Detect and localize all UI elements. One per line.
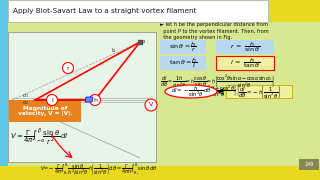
Text: $l\ =\ \dfrac{h}{\tan\theta}$: $l\ =\ \dfrac{h}{\tan\theta}$ [230, 56, 260, 70]
Text: point P to the vortex filament. Then, from: point P to the vortex filament. Then, fr… [160, 28, 268, 33]
Bar [160, 56, 206, 70]
Text: $\dfrac{dl}{d\theta} = \dfrac{1h}{\sin^2\!\theta} = h\dfrac{\cos\theta}{\sin\the: $\dfrac{dl}{d\theta} = \dfrac{1h}{\sin^2… [160, 73, 275, 90]
Text: $\left[V = -h\!\left[\dfrac{\sin^2\!\theta+\cos^2\!\theta}{\sin^2\!\theta}\right: $\left[V = -h\!\left[\dfrac{\sin^2\!\the… [178, 83, 239, 99]
Text: V: V [149, 102, 153, 107]
Circle shape [46, 94, 58, 105]
Text: $\alpha_1$: $\alpha_1$ [22, 92, 29, 100]
Polygon shape [85, 97, 93, 102]
Text: p: p [142, 39, 146, 44]
Circle shape [90, 94, 100, 105]
Text: the geometry shown in Fig.: the geometry shown in Fig. [160, 35, 232, 40]
Text: h: h [93, 98, 97, 102]
Text: $V = \dfrac{\Gamma}{4\pi}\!\int_{-\alpha}^{\beta}\!\dfrac{\sin\theta}{r^2}\,dl$: $V = \dfrac{\Gamma}{4\pi}\!\int_{-\alpha… [10, 126, 69, 147]
Text: Apply Biot-Savart Law to a straight vortex filament: Apply Biot-Savart Law to a straight vort… [13, 8, 196, 14]
Text: $dl = -\dfrac{h}{\sin^2\!\theta}\,d\theta$: $dl = -\dfrac{h}{\sin^2\!\theta}\,d\thet… [171, 84, 212, 99]
Bar [299, 159, 319, 170]
Bar [8, 0, 268, 22]
Text: $\sin\theta = \dfrac{h}{r}$: $\sin\theta = \dfrac{h}{r}$ [169, 40, 197, 54]
Bar [9, 100, 81, 122]
Bar [8, 32, 156, 162]
Bar [0, 0, 8, 180]
Bar [160, 40, 206, 54]
Text: $\dfrac{dl}{d\theta} = -h\!\left[\dfrac{1}{\sin^2\!\theta}\right]$: $\dfrac{dl}{d\theta} = -h\!\left[\dfrac{… [238, 84, 280, 100]
Bar [0, 166, 320, 180]
Bar [270, 0, 320, 22]
Text: Magnitude of
velocity, V = |V|.: Magnitude of velocity, V = |V|. [18, 106, 72, 116]
Bar [216, 40, 274, 54]
Text: $r\ =\ \dfrac{h}{\sin\theta}$: $r\ =\ \dfrac{h}{\sin\theta}$ [230, 40, 260, 54]
Text: 249: 249 [304, 162, 314, 167]
Bar [226, 85, 292, 98]
Ellipse shape [165, 85, 217, 98]
Text: b: b [112, 48, 115, 53]
Circle shape [62, 62, 74, 73]
Circle shape [145, 99, 157, 111]
Bar [216, 56, 274, 70]
Text: r: r [67, 66, 69, 71]
Bar [8, 22, 320, 166]
Text: $V\!=\!-\dfrac{\Gamma}{4\pi}\!\int_{\theta_1}^{\theta_2}\!\dfrac{\sin\theta}{h^2: $V\!=\!-\dfrac{\Gamma}{4\pi}\!\int_{\the… [40, 161, 158, 177]
Text: ► let h be the perpendicular distance from: ► let h be the perpendicular distance fr… [160, 22, 268, 27]
Text: $\tan\theta = \dfrac{h}{l}$: $\tan\theta = \dfrac{h}{l}$ [169, 56, 197, 70]
Text: $\alpha_2$: $\alpha_2$ [22, 99, 29, 107]
Text: l: l [51, 98, 53, 102]
